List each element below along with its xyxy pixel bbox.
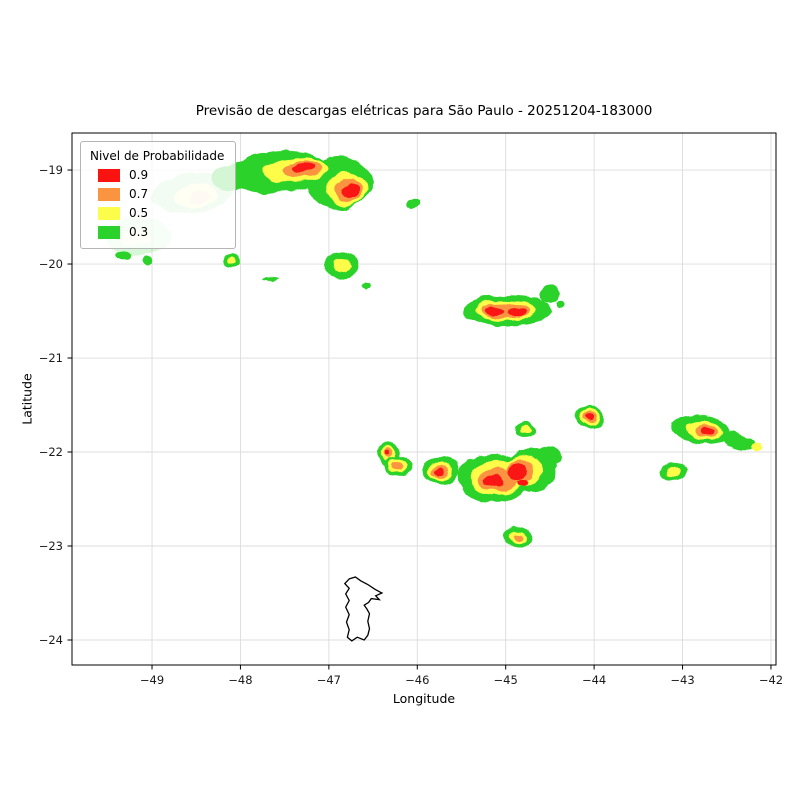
storm-cell [405,198,420,210]
legend-entry: 0.3 [90,225,224,239]
storm-cell [671,414,764,453]
storm-cell [385,454,412,478]
storm-cell [324,251,371,290]
storm-cell [576,406,605,430]
y-axis-label: Latitude [19,373,35,425]
y-tick-label: −22 [39,445,63,459]
legend-label: 0.9 [129,168,149,182]
x-tick-label: −46 [405,673,429,687]
storm-cell [516,422,534,437]
storm-cell [115,249,132,260]
legend-entry: 0.5 [90,206,224,220]
storm-cell [457,447,562,503]
y-tick-label: −20 [39,257,63,271]
storm-cell [264,275,277,281]
storm-cell [422,457,458,484]
y-tick-label: −19 [39,163,63,177]
x-tick-label: −48 [228,673,252,687]
storm-cell [221,253,242,268]
y-tick-label: −24 [39,633,63,647]
x-tick-label: −49 [140,673,164,687]
city-boundary-outline [343,576,384,642]
storm-cell [141,256,153,265]
legend-label: 0.7 [129,187,149,201]
x-tick-label: −47 [317,673,341,687]
x-tick-label: −45 [494,673,518,687]
storm-cell [503,526,533,547]
legend-label: 0.5 [129,206,149,220]
axes-frame [71,132,777,666]
legend-swatch-0.5 [98,206,120,220]
tick-labels: −49 −48 −47 −46 −45 −44 −43 −42 −19 −20 −21 −22 −23 −… [39,163,783,687]
legend-swatch-0.9 [98,168,120,182]
legend: Nivel de Probabilidade 0.9 0.7 0.5 0.3 [80,141,237,249]
legend-swatch-0.3 [98,225,120,239]
y-tick-label: −21 [39,351,63,365]
tick-marks [67,169,772,670]
x-axis-label: Longitude [392,691,456,706]
y-tick-label: −23 [39,539,63,553]
x-tick-label: −44 [582,673,606,687]
legend-title: Nivel de Probabilidade [90,149,225,163]
x-tick-label: −43 [670,673,694,687]
legend-label: 0.3 [129,225,149,239]
legend-entry: 0.7 [90,187,224,201]
chart-title: Previsão de descargas elétricas para São… [195,103,653,119]
legend-entry: 0.9 [90,168,224,182]
storm-cell [463,284,568,328]
x-tick-label: −42 [759,673,783,687]
legend-swatch-0.7 [98,187,120,201]
storm-cell [659,463,688,481]
